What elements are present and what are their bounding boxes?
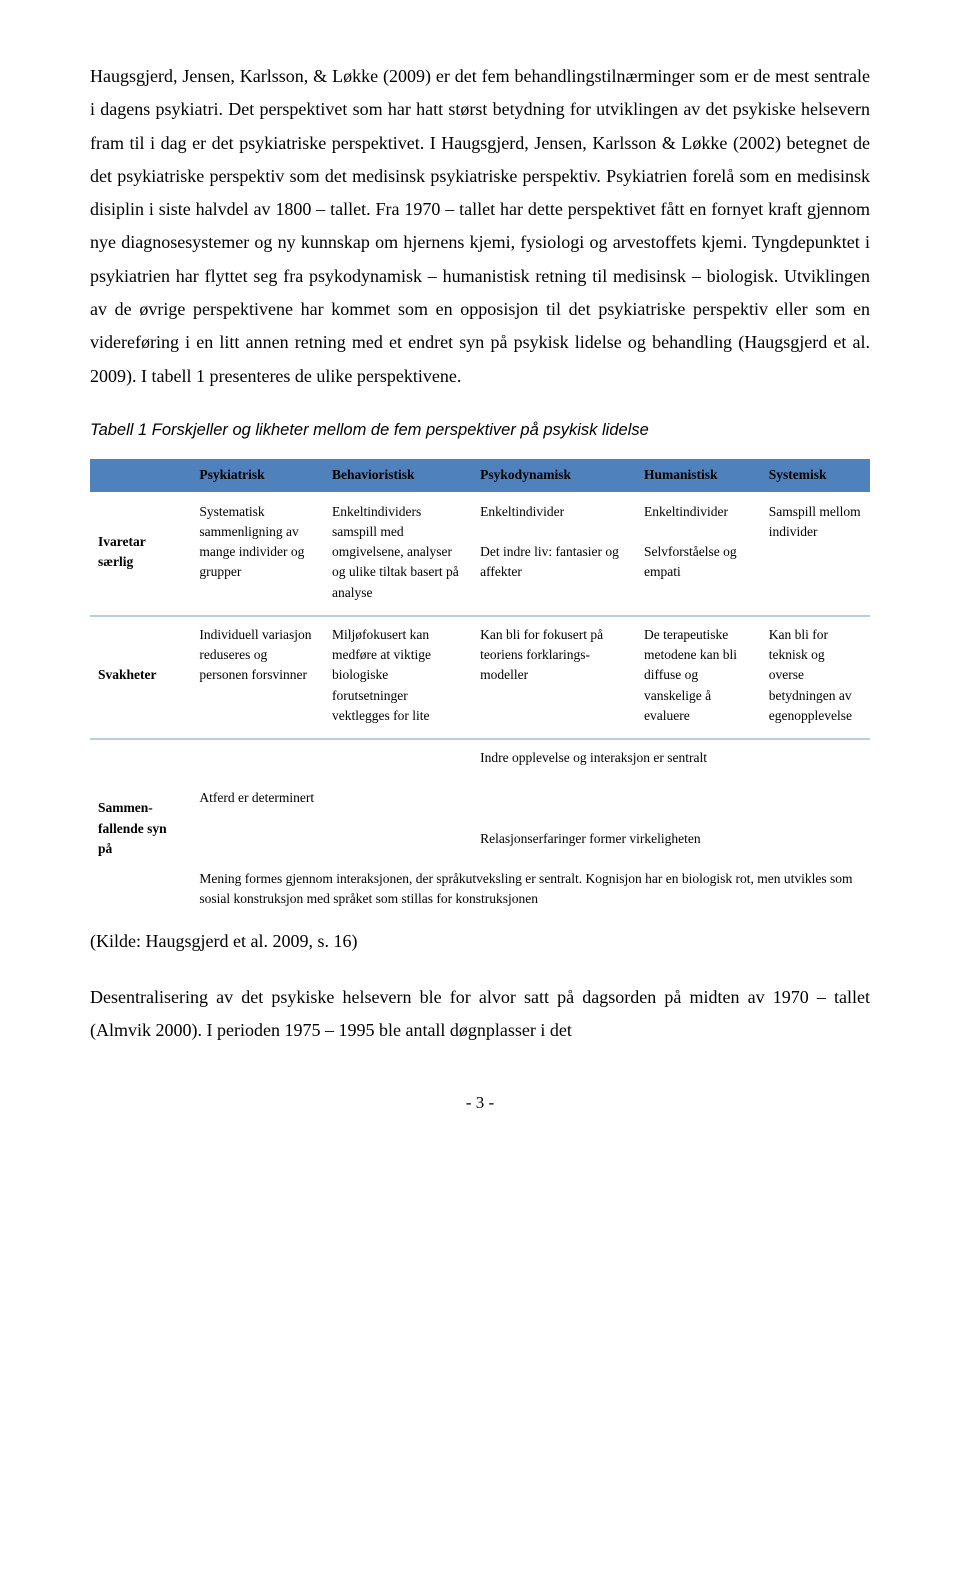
cell-sammen-blank3 [191, 821, 472, 861]
th-humanistisk: Humanistisk [636, 459, 761, 492]
th-behavioristisk: Behavioristisk [324, 459, 472, 492]
row-sammen-indre: Sammen-fallende syn på Indre opplevelse … [90, 740, 870, 780]
table-source: (Kilde: Haugsgjerd et al. 2009, s. 16) [90, 925, 870, 958]
paragraph-1: Haugsgjerd, Jensen, Karlsson, & Løkke (2… [90, 60, 870, 393]
cell-svak-sys: Kan bli for teknisk og overse betydninge… [761, 617, 870, 738]
th-systemisk: Systemisk [761, 459, 870, 492]
table-header-row: Psykiatrisk Behavioristisk Psykodynamisk… [90, 459, 870, 492]
cell-ivaretar-hum: Enkeltindivider Selvforståelse og empati [636, 493, 761, 615]
cell-sammen-mening: Mening formes gjennom interaksjonen, der… [191, 861, 870, 922]
cell-svak-psyk: Individuell variasjon reduseres og perso… [191, 617, 324, 738]
table-caption: Tabell 1 Forskjeller og likheter mellom … [90, 415, 870, 446]
cell-ivaretar-psyk: Systematisk sammenligning av mange indiv… [191, 493, 324, 615]
rowlabel-svakheter: Svakheter [90, 617, 191, 738]
row-sammen-relasjon: Relasjonserfaringer former virkeligheten [90, 821, 870, 861]
cell-sammen-indre: Indre opplevelse og interaksjon er sentr… [472, 740, 870, 780]
cell-ivaretar-dyn: Enkeltindivider Det indre liv: fantasier… [472, 493, 636, 615]
row-sammen-atferd: Atferd er determinert [90, 780, 870, 820]
th-blank [90, 459, 191, 492]
cell-sammen-relasjon: Relasjonserfaringer former virkeligheten [472, 821, 870, 861]
cell-svak-beh: Miljøfokusert kan medføre at viktige bio… [324, 617, 472, 738]
cell-sammen-blank1 [191, 740, 472, 780]
cell-sammen-blank2 [472, 780, 870, 820]
cell-ivaretar-sys: Samspill mellom individer [761, 493, 870, 615]
th-psykodynamisk: Psykodynamisk [472, 459, 636, 492]
paragraph-2: Desentralisering av det psykiske helseve… [90, 981, 870, 1048]
row-svakheter: Svakheter Individuell variasjon redusere… [90, 617, 870, 738]
rowlabel-ivaretar: Ivaretar særlig [90, 493, 191, 615]
cell-sammen-atferd: Atferd er determinert [191, 780, 472, 820]
th-psykiatrisk: Psykiatrisk [191, 459, 324, 492]
cell-ivaretar-beh: Enkeltindividers samspill med omgivelsen… [324, 493, 472, 615]
row-ivaretar: Ivaretar særlig Systematisk sammenlignin… [90, 493, 870, 615]
perspectives-table: Psykiatrisk Behavioristisk Psykodynamisk… [90, 459, 870, 921]
cell-svak-hum: De terapeutiske metodene kan bli diffuse… [636, 617, 761, 738]
page-number: - 3 - [90, 1087, 870, 1118]
rowlabel-sammen: Sammen-fallende syn på [90, 740, 191, 921]
cell-svak-dyn: Kan bli for fokusert på teoriens forklar… [472, 617, 636, 738]
row-sammen-mening: Mening formes gjennom interaksjonen, der… [90, 861, 870, 922]
